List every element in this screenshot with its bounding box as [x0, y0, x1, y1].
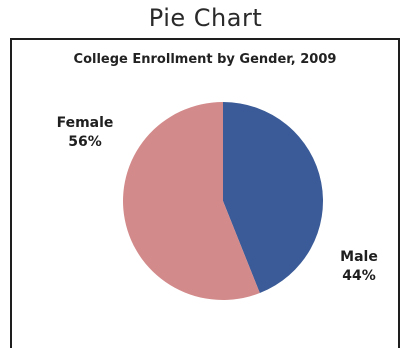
pie-slice-female: [123, 102, 260, 300]
chart-title: College Enrollment by Gender, 2009: [73, 52, 337, 67]
pie-chart: [123, 102, 324, 300]
chart-frame: College Enrollment by Gender, 2009 Femal…: [10, 38, 400, 348]
page-title: Pie Chart: [148, 4, 263, 32]
slice-label-male-name: Male: [340, 249, 378, 265]
slice-label-female-name: Female: [56, 115, 114, 131]
slice-label-male-value: 44%: [342, 268, 376, 284]
slice-label-female: Female 56%: [50, 114, 120, 152]
slice-label-male: Male 44%: [324, 248, 394, 286]
pie-slice-male: [223, 102, 324, 294]
slice-label-female-value: 56%: [68, 134, 102, 150]
